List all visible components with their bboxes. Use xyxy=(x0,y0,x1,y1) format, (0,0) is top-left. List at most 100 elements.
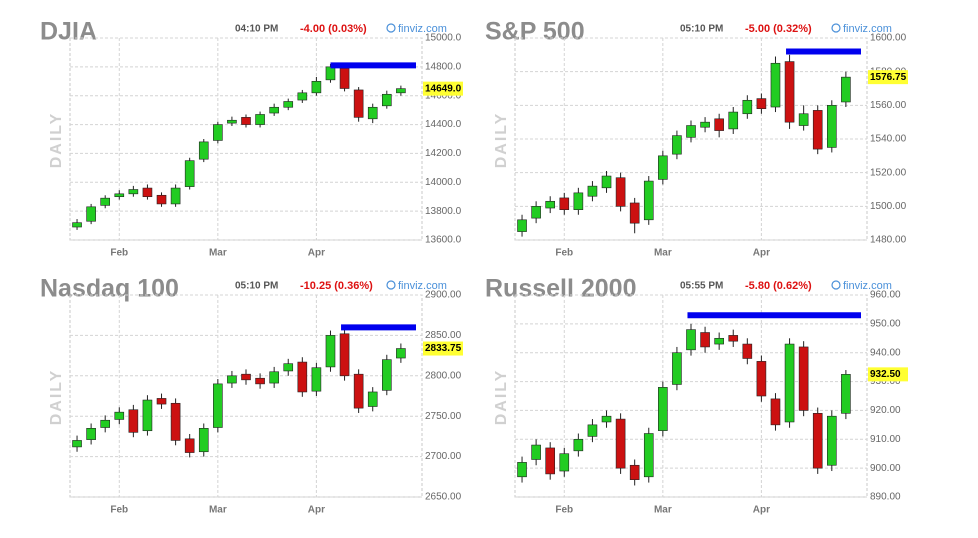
x-tick-label: Apr xyxy=(753,248,770,259)
x-tick-label: Mar xyxy=(209,248,227,259)
candle-body xyxy=(686,125,696,138)
candle-body xyxy=(170,402,181,441)
y-tick-label: 2800.00 xyxy=(425,370,462,381)
y-tick-label: 13800.0 xyxy=(425,206,462,217)
candle-body xyxy=(297,361,308,393)
candle-body xyxy=(517,219,527,232)
x-tick-label: Mar xyxy=(654,248,672,259)
quote-time: 05:55 PM xyxy=(680,281,723,292)
source-icon xyxy=(386,280,396,290)
source: finviz.com xyxy=(398,280,447,292)
candle-body xyxy=(826,105,837,148)
y-tick-label: 14200.0 xyxy=(425,148,462,159)
source: finviz.com xyxy=(843,23,892,35)
source: finviz.com xyxy=(843,280,892,292)
x-tick-label: Feb xyxy=(110,505,128,516)
candle-body xyxy=(798,113,809,126)
candle-body xyxy=(784,61,795,123)
candle-body xyxy=(770,398,781,426)
candle-body xyxy=(686,329,696,351)
candle-body xyxy=(72,222,82,228)
x-tick-label: Apr xyxy=(308,248,325,259)
quote-change: -5.80 (0.62%) xyxy=(745,280,812,292)
y-tick-label: 910.00 xyxy=(870,434,901,445)
last-price-label: 14649.0 xyxy=(425,83,462,94)
last-price-label: 932.50 xyxy=(870,369,901,380)
source: finviz.com xyxy=(398,23,447,35)
candle-body xyxy=(728,111,739,130)
source-icon xyxy=(386,23,396,33)
chart-title: S&P 500 xyxy=(485,18,585,46)
candle-body xyxy=(241,373,251,381)
candle-body xyxy=(367,106,378,120)
quote-time: 05:10 PM xyxy=(680,24,723,35)
candle-body xyxy=(353,373,364,409)
x-tick-label: Feb xyxy=(110,248,128,259)
candle-body xyxy=(170,187,181,205)
candle-body xyxy=(311,367,322,392)
y-tick-label: 2700.00 xyxy=(425,451,462,462)
candle-body xyxy=(756,98,767,109)
candle-body xyxy=(615,177,626,207)
candle-body xyxy=(367,391,378,407)
candle-body xyxy=(770,62,781,108)
chart-title: Russell 2000 xyxy=(485,275,637,303)
candle-body xyxy=(381,359,392,391)
chart-title: Nasdaq 100 xyxy=(40,275,179,303)
candle-body xyxy=(184,160,195,187)
candle-body xyxy=(643,433,654,478)
y-tick-label: 14400.0 xyxy=(425,119,462,130)
y-tick-label: 14800.0 xyxy=(425,61,462,72)
candle-body xyxy=(213,124,223,141)
x-tick-label: Feb xyxy=(555,248,573,259)
candle-body xyxy=(615,418,626,469)
candle-body xyxy=(255,114,265,125)
candle-body xyxy=(396,88,406,94)
side-label: DAILY xyxy=(48,112,65,169)
last-price-box xyxy=(868,70,908,85)
candle-body xyxy=(198,141,209,160)
candle-body xyxy=(72,440,82,448)
y-tick-label: 2900.00 xyxy=(425,290,462,301)
quote-time: 04:10 PM xyxy=(235,24,278,35)
candle-body xyxy=(114,193,125,198)
candle-body xyxy=(714,337,724,345)
candle-body xyxy=(325,335,336,368)
y-tick-label: 1520.00 xyxy=(870,167,907,178)
candle-body xyxy=(213,383,223,428)
side-label: DAILY xyxy=(493,369,510,426)
candle-body xyxy=(227,375,237,384)
candle-body xyxy=(241,117,251,125)
x-tick-label: Apr xyxy=(308,505,325,516)
candle-body xyxy=(128,409,139,433)
candle-body xyxy=(325,66,336,81)
candle-body xyxy=(339,333,350,377)
candle-body xyxy=(255,377,265,385)
source-icon xyxy=(831,280,841,290)
chart-panel: Nasdaq 100 05:10 PM -10.25 (0.36%) finviz.c… xyxy=(40,275,463,516)
candle-body xyxy=(227,119,237,124)
candle-body xyxy=(700,121,710,128)
y-tick-label: 940.00 xyxy=(870,347,901,358)
last-price-box xyxy=(423,81,463,96)
x-tick-label: Feb xyxy=(555,505,573,516)
last-price-label: 1576.75 xyxy=(870,72,907,83)
candle-body xyxy=(728,335,739,342)
candle-body xyxy=(339,68,350,89)
candle-body xyxy=(86,206,96,222)
candle-body xyxy=(100,197,111,206)
y-tick-label: 930.00 xyxy=(870,376,901,387)
candle-body xyxy=(629,202,640,224)
candle-body xyxy=(545,200,556,209)
candle-body xyxy=(283,363,294,372)
last-price-label: 2833.75 xyxy=(425,343,462,354)
candle-body xyxy=(798,346,809,411)
last-price-box xyxy=(868,367,908,382)
candle-body xyxy=(100,419,111,428)
candle-body xyxy=(742,99,753,115)
candle-body xyxy=(142,399,153,432)
candle-body xyxy=(658,387,668,431)
candle-body xyxy=(353,89,364,118)
y-tick-label: 900.00 xyxy=(870,463,901,474)
candle-body xyxy=(396,348,406,359)
